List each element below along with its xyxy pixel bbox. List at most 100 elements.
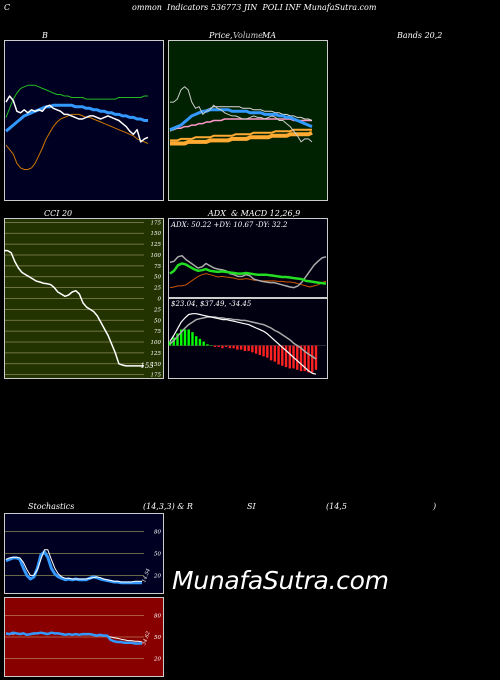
macd-histogram-bar: [239, 345, 243, 350]
cci-tick-label: 100: [151, 253, 162, 259]
stoch-tick-label: 80: [154, 530, 161, 536]
ma5-line: [169, 108, 313, 132]
macd-histogram-bar: [254, 345, 258, 354]
cci-tick-label: 150: [151, 231, 162, 237]
rsi-line: [5, 631, 142, 645]
cci-tick-label: 150: [151, 362, 162, 368]
ma100-line: [170, 130, 313, 146]
cci-tick-label: 0: [158, 297, 162, 303]
macd-histogram-bar: [269, 345, 273, 361]
cci-tick-label: 125: [151, 351, 162, 357]
macd-histogram-bar: [206, 344, 209, 346]
lower-band-line: [5, 113, 149, 170]
cci-tick-label: 50: [154, 318, 161, 324]
cci-line: [4, 249, 144, 367]
cci-tick-label: 25: [153, 307, 161, 313]
label-price: Price,: [209, 31, 233, 40]
stoch-tick-label: 20: [153, 573, 161, 579]
cci-tick-label: 100: [151, 340, 162, 346]
price-ma-panel: [168, 40, 328, 201]
middle-band-line: [5, 103, 148, 133]
cci-tick-label: 75: [154, 329, 161, 335]
macd-histogram-bar: [187, 329, 190, 346]
macd-title: $23.04, $37.49, -34.45: [171, 300, 252, 308]
macd-histogram-bar: [247, 345, 250, 351]
macd-histogram-bar: [191, 332, 194, 346]
macd-histogram-bar: [296, 345, 299, 370]
price-line: [5, 95, 149, 143]
macd-panel: $23.04, $37.49, -34.45: [168, 298, 328, 379]
macd-histogram-bar: [266, 345, 269, 358]
ma50-line: [170, 128, 312, 142]
macd-histogram-bar: [213, 345, 217, 347]
rsi-panel: 80 50 20 34.62: [4, 597, 164, 677]
macd-histogram-bar: [277, 345, 280, 365]
macd-histogram-bar: [236, 345, 239, 350]
signal-line: [169, 316, 317, 360]
macd-histogram-bar: [221, 345, 224, 349]
panel-frame: [4, 40, 164, 201]
brand-watermark: MunafaSutra.com: [172, 566, 389, 595]
price-line: [170, 86, 313, 143]
bollinger-panel: [4, 40, 164, 201]
macd-histogram-bar: [217, 345, 220, 347]
header-title: ommon Indicators 536773 JIN POLI INF Mun…: [132, 3, 377, 12]
adx-title: ADX: 50.22 +DY: 10.67 -DY: 32.2: [170, 221, 288, 229]
plus-di-line: [169, 254, 327, 289]
macd-histogram-bar: [262, 345, 265, 357]
label-stoch-params: (14,3,3) & R: [143, 502, 193, 511]
label-stoch: Stochastics: [28, 502, 75, 511]
cci-panel: 175 150 125 100 75 50 25 0 25 50 75 100 125 150 175 -15…: [4, 218, 164, 379]
macd-histogram-bar: [307, 345, 310, 373]
cci-tick-label: 25: [153, 286, 161, 292]
macd-histogram-bar: [258, 345, 262, 356]
upper-band-line: [5, 84, 148, 118]
cci-tick-label: 175: [151, 220, 162, 226]
rsi-tick-label: 50: [154, 635, 161, 641]
stoch-last-label: 14.54: [141, 568, 152, 584]
macd-histogram-bar: [180, 329, 183, 346]
adx-panel: ADX: 50.22 +DY: 10.67 -DY: 32.2: [168, 218, 328, 298]
label-rsi-close: ): [433, 502, 437, 511]
macd-histogram-bar: [311, 345, 314, 373]
macd-histogram-bar: [243, 345, 247, 351]
cci-tick-label: 75: [154, 264, 161, 270]
label-volume: Volume: [233, 31, 263, 40]
label-bb: B: [42, 31, 48, 40]
stoch-d-line: [5, 549, 142, 583]
label-adx-macd: ADX & MACD 12,26,9: [208, 209, 301, 218]
macd-histogram-bar: [195, 336, 198, 346]
macd-histogram-bar: [284, 345, 288, 368]
macd-histogram-bar: [228, 345, 232, 349]
macd-line: [169, 313, 317, 375]
cci-tick-label: 50: [154, 275, 161, 281]
macd-histogram-bar: [288, 345, 291, 369]
macd-histogram-bar: [183, 329, 187, 346]
cci-tick-label: 125: [151, 242, 162, 248]
label-rsi: SI: [247, 502, 256, 511]
macd-histogram-bar: [202, 341, 205, 346]
macd-histogram-bar: [251, 345, 254, 353]
macd-histogram-bar: [209, 345, 213, 347]
label-bands: Bands 20,2: [397, 31, 443, 40]
label-ma: MA: [262, 31, 276, 40]
macd-histogram-bar: [299, 345, 303, 372]
macd-histogram-bar: [172, 337, 175, 346]
adx-line: [169, 262, 327, 285]
macd-histogram-bar: [176, 333, 179, 346]
label-cci: CCI 20: [44, 209, 73, 218]
rsi-tick-label: 80: [154, 613, 161, 619]
header-left: C: [4, 3, 11, 12]
macd-histogram-bar: [232, 345, 235, 349]
cci-tick-label: 175: [151, 373, 162, 379]
label-rsi-params: (14,5: [326, 502, 347, 511]
macd-histogram-bar: [281, 345, 284, 366]
cci-last-label: -155: [138, 362, 154, 370]
macd-histogram-bar: [273, 345, 277, 362]
ma20-line: [170, 118, 312, 131]
macd-histogram-bar: [314, 345, 318, 370]
macd-histogram-bar: [198, 338, 202, 346]
macd-histogram-bar: [303, 345, 306, 372]
stoch-tick-label: 50: [154, 552, 161, 558]
